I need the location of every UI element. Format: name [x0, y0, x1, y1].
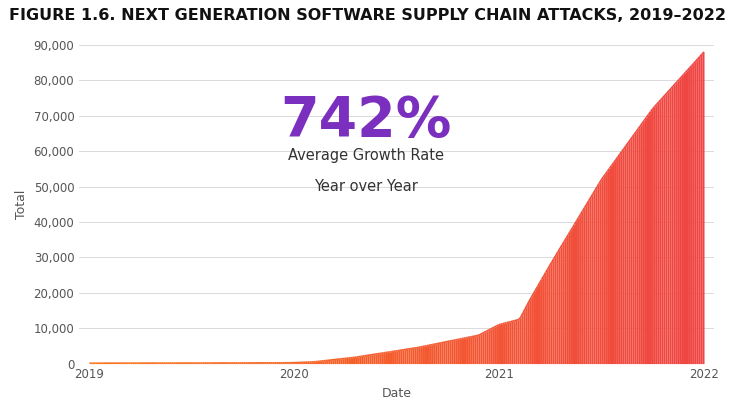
- Y-axis label: Total: Total: [15, 190, 28, 219]
- Text: Year over Year: Year over Year: [314, 179, 418, 195]
- Text: Average Growth Rate: Average Growth Rate: [288, 148, 444, 163]
- Text: 742%: 742%: [280, 95, 452, 149]
- Text: FIGURE 1.6. NEXT GENERATION SOFTWARE SUPPLY CHAIN ATTACKS, 2019–2022: FIGURE 1.6. NEXT GENERATION SOFTWARE SUP…: [9, 8, 726, 23]
- X-axis label: Date: Date: [381, 387, 412, 400]
